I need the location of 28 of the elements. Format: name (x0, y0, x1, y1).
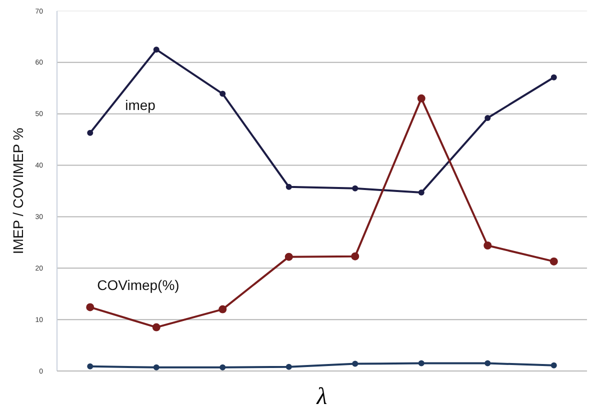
point (418, 360, 424, 366)
point (220, 364, 226, 370)
point (87, 130, 94, 136)
x-axis-title: λ (316, 384, 328, 410)
point (286, 184, 292, 190)
series-label: COVimep(%) (97, 277, 180, 294)
point (417, 94, 426, 102)
point (352, 360, 358, 367)
y-axis-title: IMEP / COVIMEP % (10, 128, 26, 254)
point (484, 114, 491, 121)
point (352, 185, 358, 192)
point (550, 362, 557, 368)
point (286, 364, 292, 370)
point (218, 305, 227, 314)
point (484, 360, 491, 366)
point (87, 363, 94, 370)
point (550, 74, 557, 80)
point (418, 190, 424, 196)
point (550, 257, 558, 266)
point (284, 252, 293, 261)
point (484, 242, 492, 250)
point (152, 323, 160, 332)
point (153, 364, 160, 370)
point (351, 252, 360, 260)
point (153, 46, 160, 53)
series-label: imep (125, 96, 156, 113)
point (220, 90, 226, 97)
point (86, 303, 94, 312)
